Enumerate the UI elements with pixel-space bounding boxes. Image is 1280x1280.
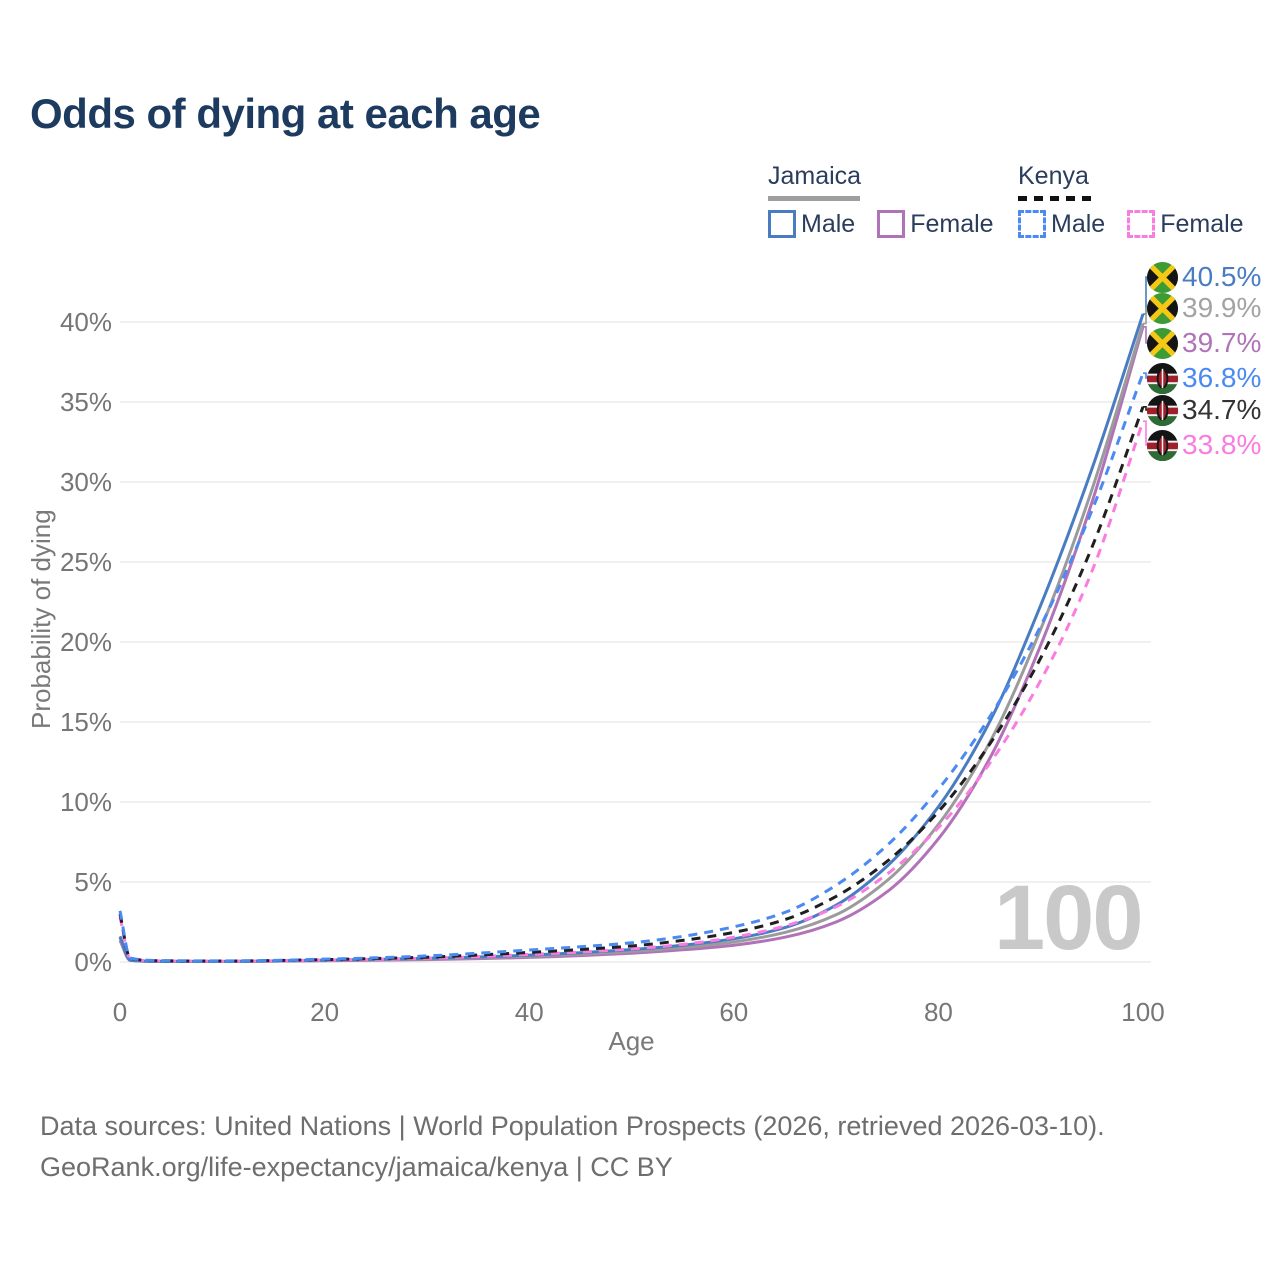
end-value: 39.7%: [1182, 327, 1262, 358]
end-label-kenya-both: 34.7%: [1147, 394, 1261, 426]
legend-item-kenya-female[interactable]: Female: [1127, 209, 1244, 239]
x-axis-title: Age: [608, 1026, 655, 1056]
legend-group-jamaica: Jamaica Male Female: [768, 162, 994, 239]
y-axis-title: Probability of dying: [26, 509, 56, 729]
legend-item-label: Female: [1160, 209, 1244, 238]
series-line-kenya-both-sexes[interactable]: [118, 406, 1145, 963]
attribution-line: GeoRank.org/life-expectancy/jamaica/keny…: [40, 1151, 673, 1182]
jamaica-male-swatch-icon: [768, 210, 796, 238]
series-line-kenya-female[interactable]: [118, 420, 1145, 963]
end-value: 39.9%: [1182, 292, 1262, 323]
jamaica-flag-icon: [1147, 262, 1178, 293]
y-tick-label: 35%: [60, 387, 112, 417]
y-tick-label: 5%: [74, 867, 112, 897]
end-label-jamaica-female: 39.7%: [1147, 327, 1261, 359]
legend-item-jamaica-male[interactable]: Male: [768, 210, 855, 239]
end-label-kenya-male: 36.8%: [1147, 362, 1261, 394]
y-tick-label: 25%: [60, 547, 112, 577]
y-tick-label: 15%: [60, 707, 112, 737]
legend-item-label: Male: [801, 209, 856, 238]
series-line-jamaica-female[interactable]: [118, 326, 1145, 963]
x-tick-label: 40: [515, 997, 544, 1027]
jamaica-flag-icon: [1147, 328, 1178, 359]
end-label-jamaica-both: 39.9%: [1147, 292, 1261, 324]
kenya-male-swatch-icon: [1018, 210, 1046, 238]
kenya-flag-icon: [1147, 430, 1178, 461]
end-value: 40.5%: [1182, 261, 1262, 292]
y-tick-label: 30%: [60, 467, 112, 497]
legend-item-label: Female: [910, 209, 994, 238]
end-label-kenya-female: 33.8%: [1147, 429, 1261, 461]
y-tick-label: 40%: [60, 307, 112, 337]
y-tick-label: 10%: [60, 787, 112, 817]
kenya-female-swatch-icon: [1127, 210, 1156, 238]
y-tick-label: 20%: [60, 627, 112, 657]
series-line-jamaica-male[interactable]: [118, 313, 1145, 963]
legend-item-jamaica-female[interactable]: Female: [877, 209, 994, 239]
x-tick-label: 20: [310, 997, 339, 1027]
kenya-flag-icon: [1147, 363, 1178, 394]
kenya-flag-icon: [1147, 395, 1178, 426]
y-tick-label: 0%: [74, 947, 112, 977]
legend-title-kenya[interactable]: Kenya: [1018, 162, 1089, 190]
end-value: 34.7%: [1182, 394, 1262, 425]
page-title: Odds of dying at each age: [30, 90, 541, 137]
jamaica-flag-icon: [1147, 293, 1178, 324]
legend-underline-jamaica: [768, 195, 860, 201]
data-sources-line: Data sources: United Nations | World Pop…: [40, 1111, 1105, 1141]
series-line-kenya-male[interactable]: [118, 372, 1145, 963]
legend-group-kenya: Kenya Male Female: [1018, 162, 1244, 239]
x-tick-label: 60: [719, 997, 748, 1027]
jamaica-female-swatch-icon: [877, 210, 906, 238]
end-value: 33.8%: [1182, 429, 1262, 460]
end-value: 36.8%: [1182, 362, 1262, 393]
legend-item-label: Male: [1051, 209, 1106, 238]
legend-item-kenya-male[interactable]: Male: [1018, 210, 1105, 239]
legend-title-jamaica[interactable]: Jamaica: [768, 162, 862, 190]
x-tick-label: 80: [924, 997, 953, 1027]
x-tick-label: 100: [1121, 997, 1164, 1027]
x-tick-label: 0: [113, 997, 127, 1027]
end-label-jamaica-male: 40.5%: [1147, 261, 1261, 293]
legend-underline-kenya: [1018, 195, 1094, 201]
source-footer: Data sources: United Nations | World Pop…: [40, 1106, 1105, 1187]
line-chart-plot[interactable]: 0% 5% 10% 15% 20% 25% 30% 35% 40% 0 20 40 60 80 100: [0, 0, 1280, 1070]
age-counter-watermark: 100: [994, 867, 1143, 969]
